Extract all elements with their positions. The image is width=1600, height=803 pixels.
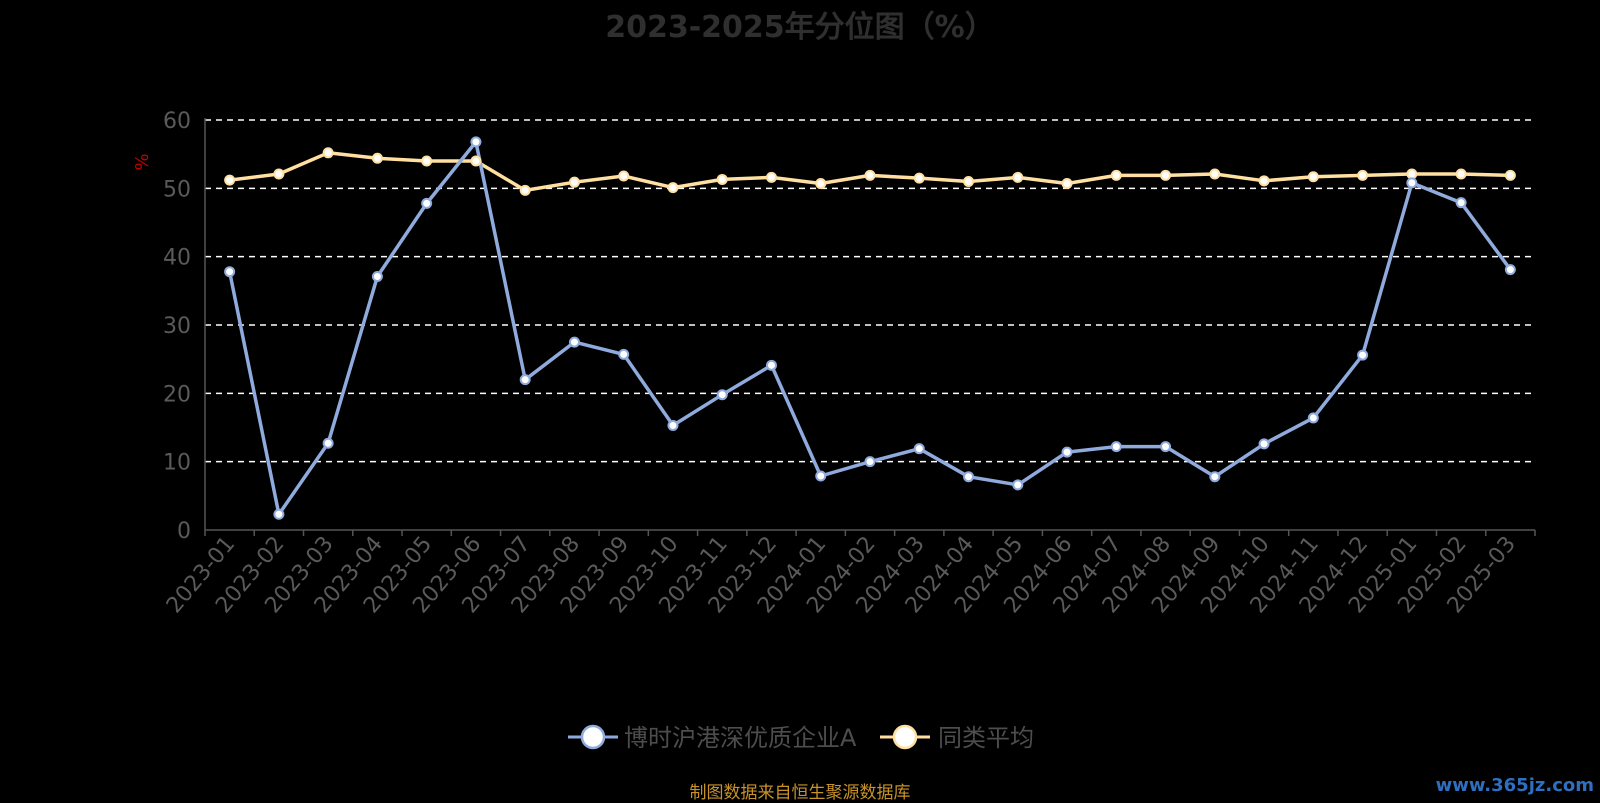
- data-point: [1307, 412, 1319, 424]
- data-point: [864, 456, 876, 468]
- x-tick-labels: 2023-012023-022023-032023-042023-052023-…: [162, 532, 1521, 618]
- data-point: [963, 471, 975, 483]
- legend-marker: [892, 724, 918, 750]
- data-point: [224, 174, 236, 186]
- y-tick-label: 50: [163, 177, 191, 202]
- data-point: [1209, 471, 1221, 483]
- data-point: [618, 348, 630, 360]
- series-points: [224, 136, 1516, 520]
- data-point: [273, 168, 285, 180]
- source-note: 制图数据来自恒生聚源数据库: [689, 783, 911, 803]
- data-point: [963, 176, 975, 187]
- data-point: [913, 172, 925, 184]
- data-point: [470, 136, 482, 148]
- data-point: [1012, 171, 1024, 183]
- data-point: [1455, 168, 1467, 180]
- data-point: [765, 359, 777, 371]
- data-point: [864, 169, 876, 181]
- y-tick-label: 40: [163, 246, 191, 271]
- data-point: [519, 184, 531, 196]
- y-tick-label: 10: [163, 451, 191, 476]
- y-tick-label: 0: [177, 519, 191, 544]
- y-tick-label: 20: [163, 382, 191, 407]
- data-point: [1504, 169, 1516, 181]
- data-point: [1012, 479, 1024, 491]
- data-point: [1258, 438, 1270, 450]
- data-point: [371, 152, 383, 164]
- data-point: [421, 197, 433, 209]
- y-axis-label: %: [132, 153, 153, 170]
- data-point: [667, 182, 679, 194]
- data-point: [519, 374, 531, 386]
- data-point: [322, 437, 334, 449]
- data-point: [1258, 175, 1270, 187]
- grid-lines: [205, 119, 1535, 463]
- data-point: [470, 155, 482, 167]
- data-point: [224, 266, 236, 278]
- legend-label: 同类平均: [938, 724, 1034, 752]
- data-point: [618, 170, 630, 182]
- data-point: [1110, 169, 1122, 181]
- y-tick-label: 60: [163, 109, 191, 134]
- data-point: [1406, 177, 1418, 189]
- data-point: [765, 171, 777, 183]
- data-point: [913, 443, 925, 455]
- data-point: [1160, 441, 1172, 453]
- data-point: [1357, 169, 1369, 181]
- chart-title: 2023-2025年分位图（%）: [605, 10, 995, 45]
- watermark: www.365jz.com: [1435, 775, 1594, 796]
- data-point: [815, 470, 827, 482]
- data-point: [421, 155, 433, 167]
- y-tick-label: 30: [163, 314, 191, 339]
- data-point: [1061, 178, 1073, 190]
- y-tick-labels: 0 10 20 30 40 50 60: [163, 109, 191, 544]
- data-point: [1406, 168, 1418, 180]
- data-point: [568, 336, 580, 348]
- legend-label: 博时沪港深优质企业A: [624, 724, 857, 752]
- legend: 博时沪港深优质企业A 同类平均: [568, 724, 1034, 752]
- legend-marker: [580, 724, 606, 750]
- data-point: [716, 173, 728, 185]
- data-point: [667, 419, 679, 431]
- data-point: [371, 270, 383, 282]
- data-point: [1504, 264, 1516, 276]
- data-point: [1061, 446, 1073, 458]
- data-point: [1110, 441, 1122, 453]
- data-point: [716, 389, 728, 401]
- data-point: [273, 508, 285, 520]
- data-point: [1357, 349, 1369, 361]
- data-point: [568, 176, 580, 188]
- data-point: [1307, 171, 1319, 183]
- data-point: [815, 178, 827, 190]
- data-point: [322, 147, 334, 159]
- data-point: [1455, 197, 1467, 209]
- data-point: [1160, 169, 1172, 181]
- axes: [204, 118, 1536, 536]
- data-point: [1209, 168, 1221, 180]
